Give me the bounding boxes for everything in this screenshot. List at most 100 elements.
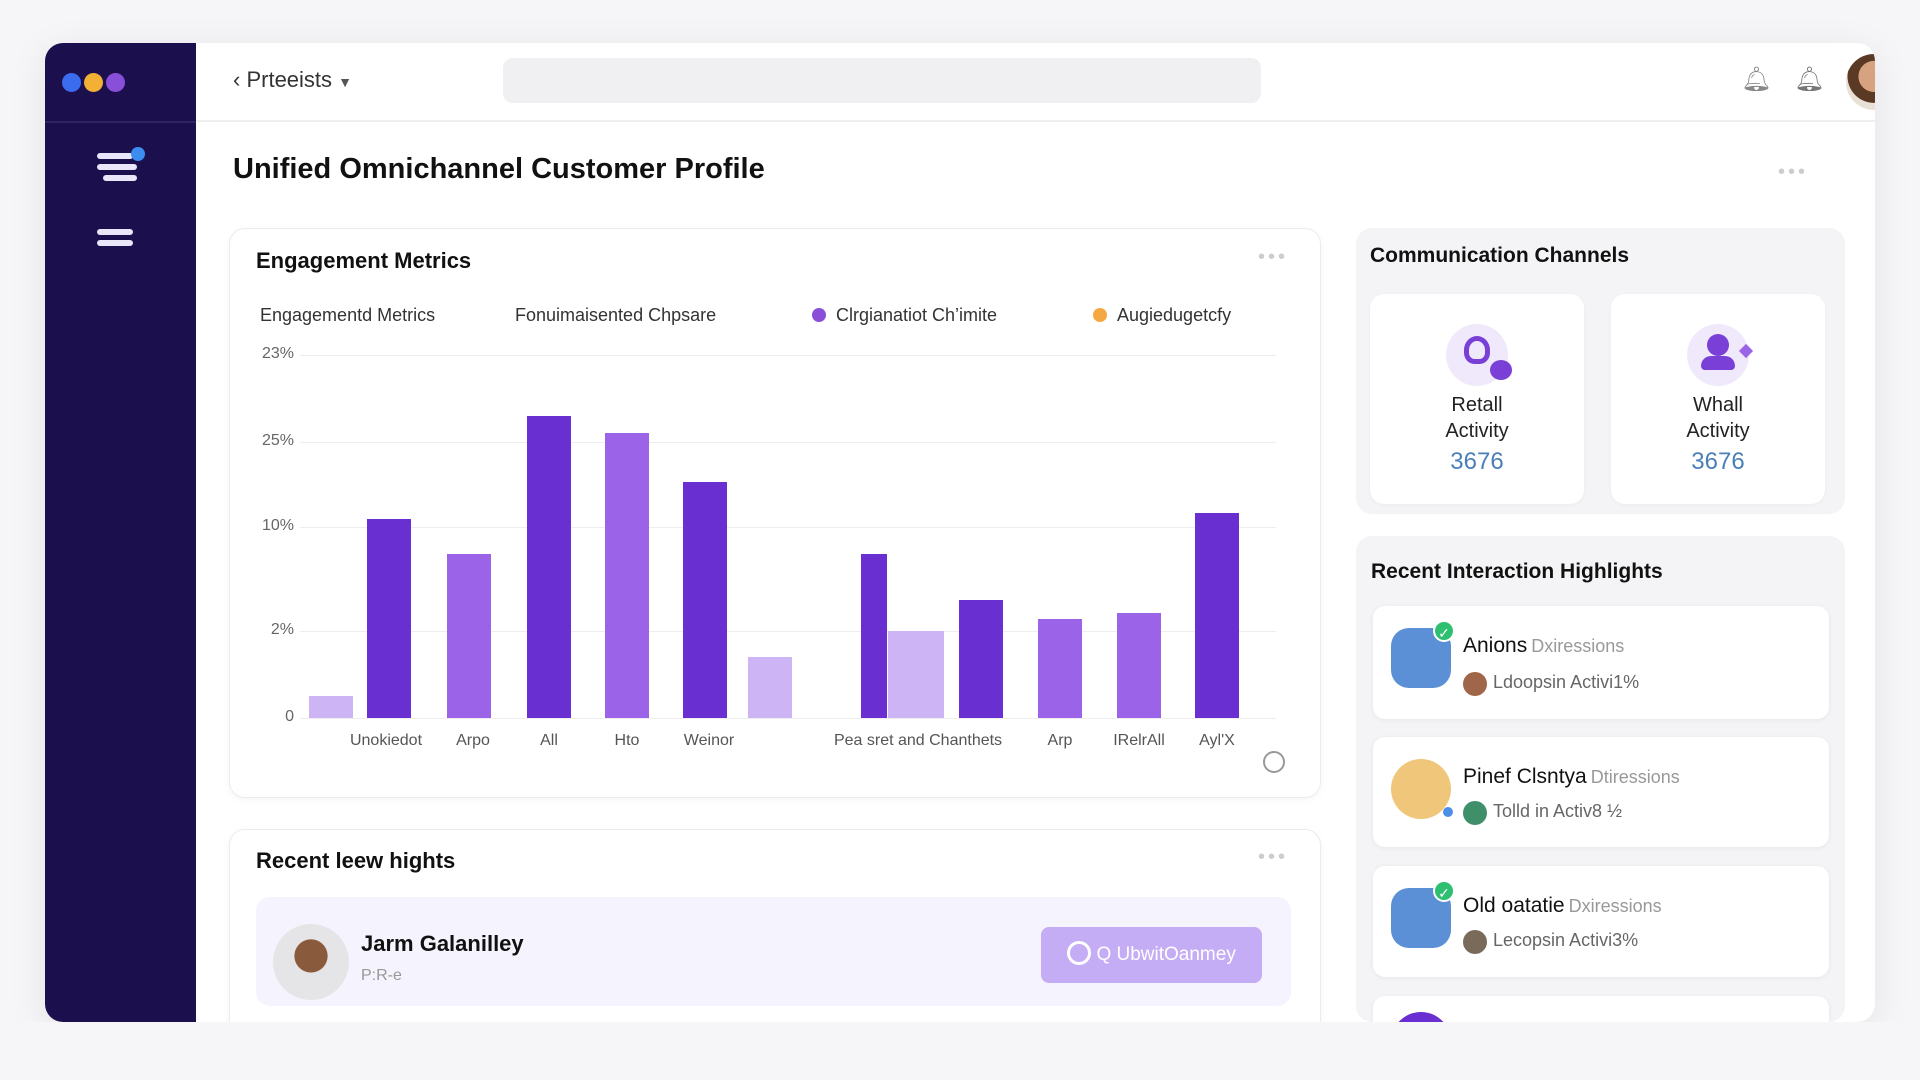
channel-label: Activity (1686, 420, 1750, 442)
interaction-name: Pinef Clsntya Dtiressions (1463, 765, 1680, 788)
search-input[interactable] (503, 58, 1261, 103)
page-more-icon[interactable]: ••• (1778, 161, 1809, 183)
person-name: Jarm Galanilley (361, 931, 524, 956)
bar[interactable] (888, 631, 944, 718)
channel-label: Retall (1451, 394, 1503, 416)
bar[interactable] (447, 554, 491, 718)
headset-icon (1446, 324, 1512, 386)
breadcrumb-label: Prteeists (246, 67, 333, 92)
x-tick-label: All (540, 732, 558, 749)
page-bottom (0, 1022, 1920, 1080)
bar[interactable] (1195, 513, 1239, 718)
window-dot-purple[interactable] (106, 73, 125, 92)
window-dot-yellow[interactable] (84, 73, 103, 92)
y-tick-label: 2% (270, 621, 294, 638)
channel-label: Activity (1445, 420, 1509, 442)
clock-icon (1067, 941, 1092, 965)
channel-card-whall[interactable]: Whall Activity 3676 (1611, 294, 1825, 504)
breadcrumb[interactable]: ‹ Prteeists ▼ (233, 67, 352, 93)
engagement-more-icon[interactable]: ••• (1258, 246, 1289, 268)
person-illustration-icon (1391, 759, 1451, 819)
legend-label: Engagementd Metrics (260, 305, 436, 325)
channel-value: 3676 (1691, 448, 1745, 475)
engagement-title: Engagement Metrics (256, 248, 472, 273)
channel-value: 3676 (1450, 448, 1504, 475)
recent-title: Recent leew hights (256, 848, 456, 873)
gridline (300, 527, 1276, 528)
y-tick-label: 25% (261, 432, 294, 449)
x-tick-label: Weinor (683, 732, 735, 749)
top-bar: ‹ Prteeists ▼ 🔔︎ 🔔︎ (196, 43, 1875, 122)
bar[interactable] (1038, 619, 1082, 718)
bar[interactable] (861, 554, 887, 718)
action-button-label: Q UbwitOanmey (1096, 944, 1236, 965)
legend-item: Augiedugetcfy (1093, 305, 1231, 326)
y-tick-label: 23% (261, 345, 294, 362)
bar[interactable] (309, 696, 353, 718)
gridline (300, 442, 1276, 443)
check-badge-icon: ✓ (1433, 880, 1455, 902)
legend-item: Clrgianatiot Ch’imite (812, 305, 997, 326)
x-tick-label: Ayl'X (1199, 732, 1235, 749)
user-chat-icon (1687, 324, 1754, 386)
window-dot-blue[interactable] (62, 73, 81, 92)
recent-person-row[interactable]: Jarm Galanilley P:R-e Q UbwitOanmey (256, 897, 1291, 1006)
interaction-item[interactable]: ✓ Anions Dxiressions Ldoopsin Activi1% (1373, 606, 1829, 719)
notification-dot-icon (131, 147, 145, 161)
recent-more-icon[interactable]: ••• (1258, 846, 1289, 868)
user-avatar[interactable] (1846, 54, 1875, 110)
sidebar-divider (45, 121, 196, 123)
bar[interactable] (1117, 612, 1161, 718)
action-button[interactable]: Q UbwitOanmey (1041, 927, 1262, 983)
back-chevron-icon[interactable]: ‹ (233, 67, 241, 92)
bell-filled-icon[interactable]: 🔔︎ (1794, 66, 1825, 93)
interaction-tag: Dtiressions (1590, 767, 1680, 787)
legend-item: Fonuimaisented Chpsare (515, 305, 716, 326)
interaction-tag: Dxiressions (1568, 896, 1662, 916)
bar[interactable] (367, 518, 411, 718)
x-tick-label: Hto (614, 732, 640, 749)
interaction-tag: Dxiressions (1531, 636, 1625, 656)
bar[interactable] (683, 481, 727, 718)
bar[interactable] (748, 657, 792, 718)
channel-card-retail[interactable]: Retall Activity 3676 (1370, 294, 1584, 504)
legend-dot-icon (1093, 308, 1107, 322)
legend-dot-icon (812, 308, 826, 322)
status-dot-icon (1443, 807, 1453, 817)
gridline (300, 718, 1276, 719)
channels-title: Communication Channels (1370, 244, 1630, 267)
interaction-sub: Tolld in Activ8 ½ (1493, 801, 1623, 821)
interaction-item[interactable]: ✓ Old oatatie Dxiressions Lecopsin Activi… (1373, 866, 1829, 977)
sidebar-list-icon[interactable] (97, 229, 141, 251)
bar[interactable] (959, 599, 1003, 718)
mini-avatar (1463, 672, 1487, 696)
interactions-title: Recent Interaction Highlights (1371, 560, 1663, 583)
y-tick-label: 0 (285, 708, 294, 725)
y-tick-label: 10% (261, 517, 294, 534)
bell-icon[interactable]: 🔔︎ (1741, 66, 1772, 93)
sidebar (45, 43, 196, 1022)
sidebar-menu-icon[interactable] (97, 147, 145, 186)
x-tick-label: Arpo (456, 732, 490, 749)
chart-options-icon[interactable] (1263, 751, 1285, 773)
legend-label: Augiedugetcfy (1117, 305, 1232, 325)
person-role: P:R-e (361, 967, 402, 984)
check-badge-icon: ✓ (1433, 620, 1455, 642)
interaction-item[interactable]: Pinef Clsntya Dtiressions Tolld in Activ8… (1373, 737, 1829, 847)
mini-avatar (1463, 930, 1487, 954)
gridline (300, 631, 1276, 632)
interaction-name: Anions Dxiressions (1463, 634, 1625, 657)
interaction-sub: Lecopsin Activi3% (1493, 930, 1639, 950)
dropdown-caret-icon[interactable]: ▼ (338, 74, 353, 90)
person-avatar (273, 924, 349, 1000)
legend-label: Clrgianatiot Ch’imite (836, 305, 998, 325)
interaction-sub: Ldoopsin Activi1% (1493, 672, 1640, 692)
x-tick-label: Pea sret and Chanthets (833, 732, 1003, 749)
bar[interactable] (605, 433, 649, 718)
bar[interactable] (527, 415, 571, 718)
page-title: Unified Omnichannel Customer Profile (233, 153, 765, 185)
mini-avatar (1463, 801, 1487, 825)
legend-label: Fonuimaisented Chpsare (515, 305, 717, 325)
x-tick-label: Arp (1047, 732, 1073, 749)
x-tick-label: Unokiedot (349, 732, 423, 749)
